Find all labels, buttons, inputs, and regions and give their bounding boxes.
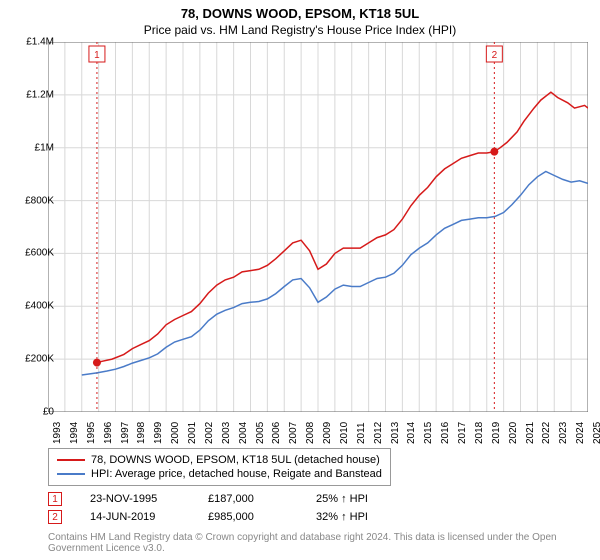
x-tick-label: 2020 bbox=[508, 422, 519, 444]
x-tick-label: 2008 bbox=[305, 422, 316, 444]
x-tick-label: 2006 bbox=[271, 422, 282, 444]
y-tick-label: £0 bbox=[43, 407, 54, 418]
y-tick-label: £400K bbox=[25, 301, 54, 312]
svg-text:2: 2 bbox=[492, 50, 498, 61]
x-tick-label: 2024 bbox=[575, 422, 586, 444]
chart-title: 78, DOWNS WOOD, EPSOM, KT18 5UL bbox=[0, 6, 600, 21]
x-tick-label: 1996 bbox=[103, 422, 114, 444]
title-area: 78, DOWNS WOOD, EPSOM, KT18 5UL Price pa… bbox=[0, 0, 600, 39]
y-tick-label: £1.4M bbox=[26, 37, 54, 48]
x-tick-label: 2011 bbox=[356, 422, 367, 444]
sale-marker-badge: 2 bbox=[48, 510, 62, 524]
x-tick-label: 1995 bbox=[86, 422, 97, 444]
legend-item: 78, DOWNS WOOD, EPSOM, KT18 5UL (detache… bbox=[57, 453, 382, 467]
legend-item: HPI: Average price, detached house, Reig… bbox=[57, 467, 382, 481]
x-tick-label: 2015 bbox=[423, 422, 434, 444]
sale-row: 1 23-NOV-1995 £187,000 25% ↑ HPI bbox=[48, 490, 368, 508]
y-tick-label: £1M bbox=[35, 142, 54, 153]
x-tick-label: 2009 bbox=[322, 422, 333, 444]
x-tick-label: 2017 bbox=[457, 422, 468, 444]
x-tick-label: 2016 bbox=[440, 422, 451, 444]
legend-swatch bbox=[57, 473, 85, 475]
sale-marker-badge: 1 bbox=[48, 492, 62, 506]
sales-table: 1 23-NOV-1995 £187,000 25% ↑ HPI 2 14-JU… bbox=[48, 490, 368, 526]
x-tick-label: 2000 bbox=[170, 422, 181, 444]
x-tick-label: 2023 bbox=[558, 422, 569, 444]
x-tick-label: 2013 bbox=[390, 422, 401, 444]
chart-plot-area: 12 bbox=[48, 42, 588, 412]
x-tick-label: 2003 bbox=[221, 422, 232, 444]
license-text: Contains HM Land Registry data © Crown c… bbox=[48, 532, 600, 554]
y-tick-label: £600K bbox=[25, 248, 54, 259]
svg-text:1: 1 bbox=[94, 50, 100, 61]
sale-price: £985,000 bbox=[208, 511, 288, 523]
x-tick-label: 2012 bbox=[373, 422, 384, 444]
x-tick-label: 1998 bbox=[136, 422, 147, 444]
x-tick-label: 2014 bbox=[406, 422, 417, 444]
x-tick-label: 2002 bbox=[204, 422, 215, 444]
legend-label: 78, DOWNS WOOD, EPSOM, KT18 5UL (detache… bbox=[91, 454, 380, 466]
x-tick-label: 2022 bbox=[541, 422, 552, 444]
sale-date: 14-JUN-2019 bbox=[90, 511, 180, 523]
sale-date: 23-NOV-1995 bbox=[90, 493, 180, 505]
sale-pct: 25% ↑ HPI bbox=[316, 493, 368, 505]
x-tick-label: 2004 bbox=[238, 422, 249, 444]
y-tick-label: £800K bbox=[25, 195, 54, 206]
legend-label: HPI: Average price, detached house, Reig… bbox=[91, 468, 382, 480]
x-tick-label: 2025 bbox=[592, 422, 600, 444]
y-tick-label: £1.2M bbox=[26, 89, 54, 100]
x-tick-label: 2007 bbox=[288, 422, 299, 444]
legend-box: 78, DOWNS WOOD, EPSOM, KT18 5UL (detache… bbox=[48, 448, 391, 486]
x-tick-label: 2019 bbox=[491, 422, 502, 444]
x-tick-label: 1993 bbox=[52, 422, 63, 444]
sale-price: £187,000 bbox=[208, 493, 288, 505]
legend-swatch bbox=[57, 459, 85, 461]
x-tick-label: 2010 bbox=[339, 422, 350, 444]
x-tick-label: 2005 bbox=[255, 422, 266, 444]
y-tick-label: £200K bbox=[25, 354, 54, 365]
x-tick-label: 1997 bbox=[120, 422, 131, 444]
sale-row: 2 14-JUN-2019 £985,000 32% ↑ HPI bbox=[48, 508, 368, 526]
x-tick-label: 2018 bbox=[474, 422, 485, 444]
x-tick-label: 2001 bbox=[187, 422, 198, 444]
sale-pct: 32% ↑ HPI bbox=[316, 511, 368, 523]
chart-container: 78, DOWNS WOOD, EPSOM, KT18 5UL Price pa… bbox=[0, 0, 600, 560]
chart-subtitle: Price paid vs. HM Land Registry's House … bbox=[0, 23, 600, 37]
chart-svg: 12 bbox=[48, 42, 588, 412]
x-tick-label: 2021 bbox=[525, 422, 536, 444]
x-tick-label: 1994 bbox=[69, 422, 80, 444]
x-tick-label: 1999 bbox=[153, 422, 164, 444]
